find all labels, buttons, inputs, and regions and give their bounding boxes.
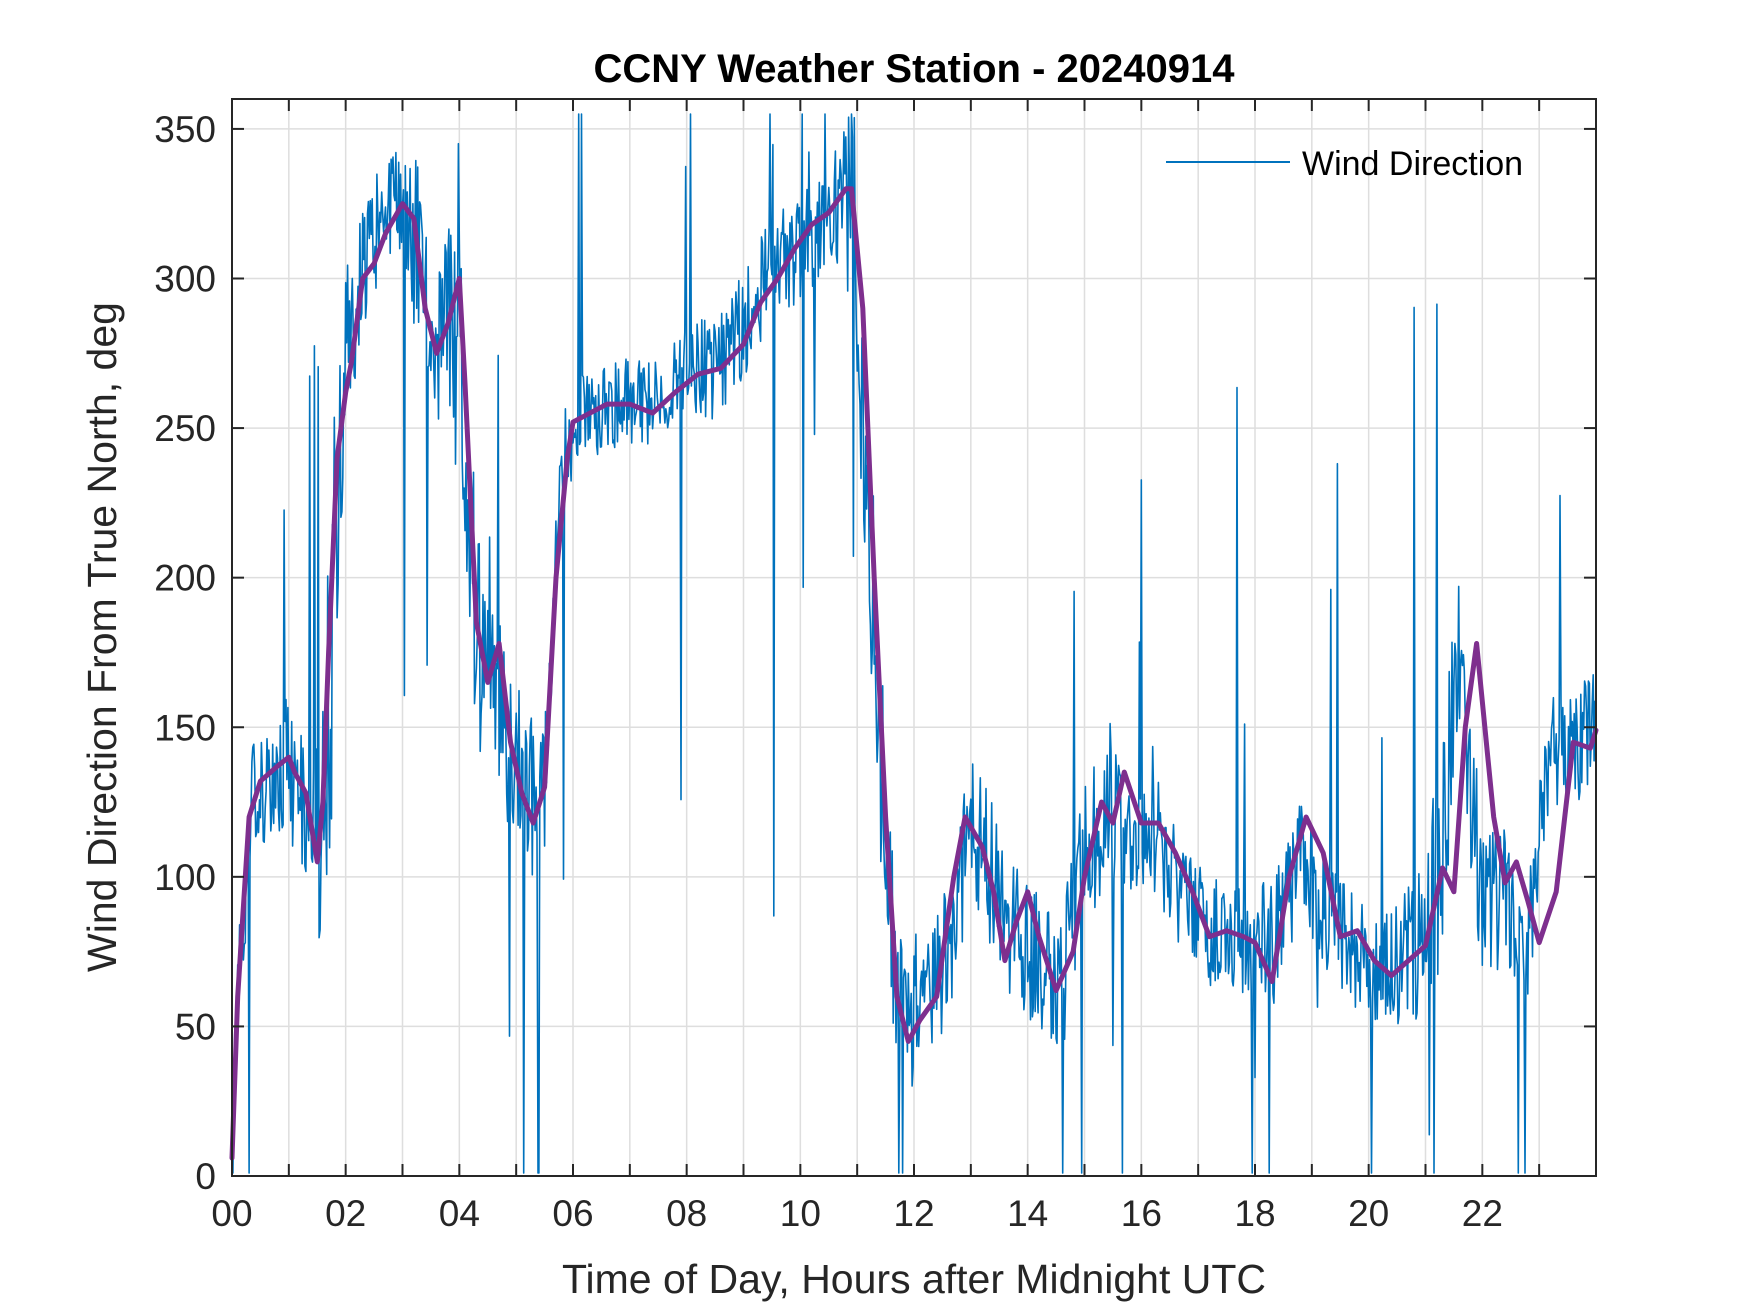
y-tick-label: 250 [154, 408, 216, 449]
y-tick-label: 100 [154, 857, 216, 898]
series-layer [229, 113, 1599, 1174]
x-tick-label: 14 [1007, 1193, 1048, 1234]
x-tick-label: 08 [666, 1193, 707, 1234]
x-tick-label: 12 [893, 1193, 934, 1234]
x-tick-label: 20 [1348, 1193, 1389, 1234]
y-tick-label: 300 [154, 259, 216, 300]
series-line-wind-direction [231, 113, 1596, 1174]
y-tick-label: 200 [154, 558, 216, 599]
chart-title: CCNY Weather Station - 20240914 [594, 47, 1236, 91]
y-tick-label: 150 [154, 707, 216, 748]
y-tick-label: 50 [175, 1006, 216, 1047]
tick-labels: 0 50 100 150 200 250 300 350 00 02 04 06 08 10 12 14 16 1… [154, 109, 1503, 1234]
legend: Wind Direction [1166, 145, 1523, 183]
x-tick-label: 04 [439, 1193, 480, 1234]
axes-layer [231, 98, 1597, 1177]
x-tick-label: 02 [325, 1193, 366, 1234]
x-tick-label: 18 [1234, 1193, 1275, 1234]
y-axis-title: Wind Direction From True North, deg [79, 302, 125, 972]
series-line-smoothed [229, 186, 1599, 1161]
y-tick-label: 0 [195, 1156, 216, 1197]
x-tick-label: 10 [780, 1193, 821, 1234]
x-axis-title: Time of Day, Hours after Midnight UTC [562, 1256, 1266, 1302]
y-tick-label: 350 [154, 109, 216, 150]
x-tick-label: 16 [1121, 1193, 1162, 1234]
x-tick-label: 22 [1462, 1193, 1503, 1234]
grid-lines [232, 99, 1596, 1176]
x-tick-label: 06 [552, 1193, 593, 1234]
legend-label-wind-direction: Wind Direction [1302, 145, 1523, 183]
x-tick-label: 00 [211, 1193, 252, 1234]
